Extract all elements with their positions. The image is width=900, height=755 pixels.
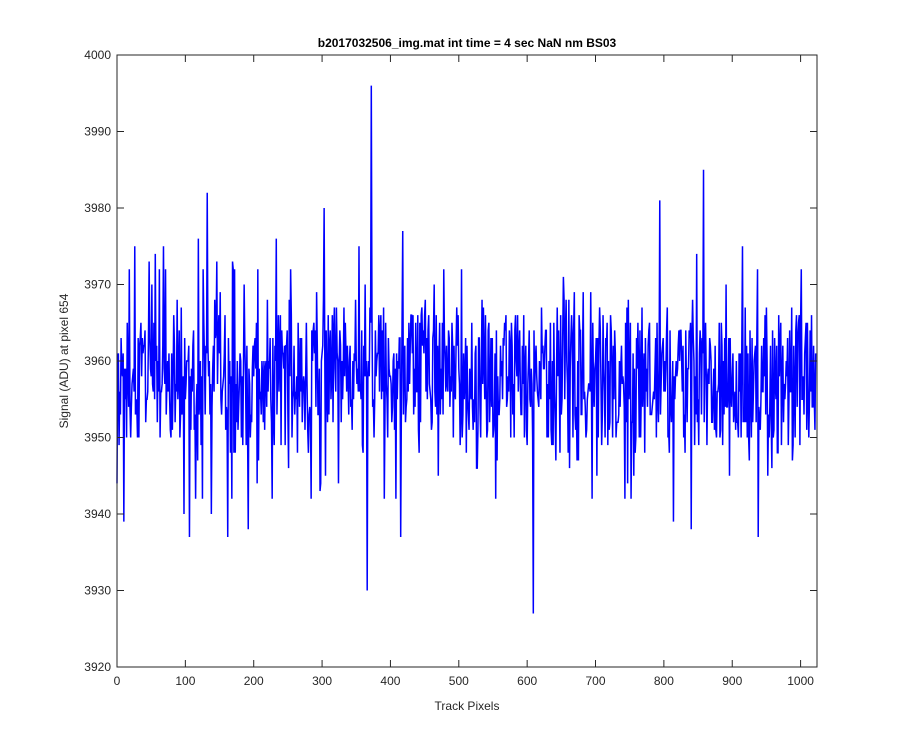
y-tick: 3920 xyxy=(84,660,817,674)
x-tick-label: 200 xyxy=(244,674,264,688)
y-tick: 4000 xyxy=(84,48,817,62)
y-tick: 3990 xyxy=(84,125,817,139)
x-tick-label: 500 xyxy=(449,674,469,688)
y-tick: 3940 xyxy=(84,507,817,521)
x-tick-label: 800 xyxy=(654,674,674,688)
y-tick: 3980 xyxy=(84,201,817,215)
x-tick: 800 xyxy=(654,55,674,688)
y-tick-label: 3990 xyxy=(84,125,111,139)
y-tick-label: 3970 xyxy=(84,278,111,292)
x-tick: 900 xyxy=(722,55,743,688)
y-tick: 3930 xyxy=(84,584,817,598)
x-tick: 1000 xyxy=(787,55,814,688)
x-tick: 600 xyxy=(517,55,537,688)
x-tick: 400 xyxy=(380,55,401,688)
y-axis-label: Signal (ADU) at pixel 654 xyxy=(57,293,71,428)
signal-line xyxy=(116,85,817,614)
x-tick-label: 0 xyxy=(114,674,121,688)
y-tick: 3960 xyxy=(84,354,817,368)
x-tick: 100 xyxy=(175,55,196,688)
x-tick-label: 100 xyxy=(175,674,195,688)
x-tick: 300 xyxy=(312,55,332,688)
x-tick: 500 xyxy=(449,55,469,688)
data-layer xyxy=(116,85,817,614)
y-tick-label: 3980 xyxy=(84,201,111,215)
x-tick-label: 300 xyxy=(312,674,332,688)
x-tick-label: 700 xyxy=(586,674,606,688)
x-tick-label: 400 xyxy=(380,674,400,688)
y-tick-label: 3920 xyxy=(84,660,111,674)
y-tick-label: 3930 xyxy=(84,584,111,598)
x-axis-label: Track Pixels xyxy=(435,699,500,713)
x-tick-label: 600 xyxy=(517,674,537,688)
y-tick-label: 3960 xyxy=(84,354,111,368)
x-tick: 200 xyxy=(244,55,264,688)
y-tick-label: 3950 xyxy=(84,431,111,445)
y-tick: 3970 xyxy=(84,278,817,292)
x-tick: 700 xyxy=(586,55,606,688)
x-tick-label: 1000 xyxy=(787,674,814,688)
ticks-layer: 0 100 200 300 400 500 600 700 800 900 1000 3920 3930… xyxy=(84,48,817,688)
chart-title: b2017032506_img.mat int time = 4 sec NaN… xyxy=(318,36,617,50)
x-tick-label: 900 xyxy=(722,674,742,688)
x-tick: 0 xyxy=(114,55,121,688)
y-tick: 3950 xyxy=(84,431,817,445)
y-tick-label: 3940 xyxy=(84,507,111,521)
y-tick-label: 4000 xyxy=(84,48,111,62)
